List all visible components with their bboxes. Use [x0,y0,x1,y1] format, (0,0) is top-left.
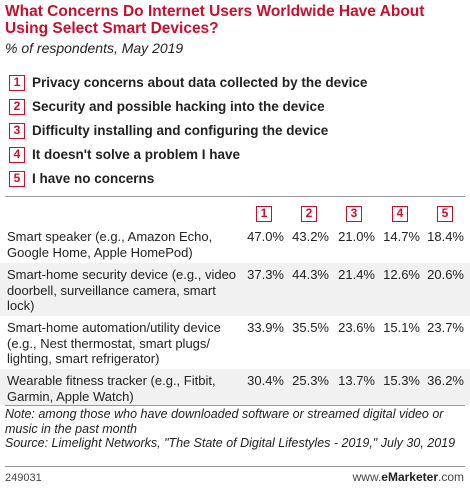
row-label: Smart speaker (e.g., Amazon Echo, Google… [7,229,213,260]
legend-label: Privacy concerns about data collected by… [32,75,368,90]
row-label: Smart-home security device (e.g., video … [7,267,237,313]
column-header-1: 1 [244,204,284,222]
data-cell: 25.3% [292,373,329,388]
data-cell: 33.9% [247,320,284,335]
legend-number-box: 1 [9,75,25,91]
column-header-3: 3 [334,204,374,222]
brand-prefix: www. [352,470,382,484]
legend-number-box: 5 [9,171,25,187]
chart-title: What Concerns Do Internet Users Worldwid… [5,3,425,37]
legend-number-box: 2 [9,99,25,115]
column-number-box: 4 [392,206,408,222]
divider [5,405,465,406]
row-label: Wearable fitness tracker (e.g., Fitbit, … [7,373,216,404]
table-row: Smart-home automation/utility device (e.… [0,316,470,369]
source-text: Source: Limelight Networks, "The State o… [5,436,456,450]
legend-label: I have no concerns [32,171,155,186]
brand-suffix: .com [437,470,464,484]
data-cell: 12.6% [383,267,420,282]
chart-subtitle: % of respondents, May 2019 [5,40,184,56]
data-cell: 30.4% [247,373,284,388]
notes: Note: among those who have downloaded so… [5,407,467,451]
legend-number-box: 4 [9,147,25,163]
data-cell: 21.4% [338,267,375,282]
data-cell: 20.6% [427,267,464,282]
table-row: Wearable fitness tracker (e.g., Fitbit, … [0,369,470,405]
brand-name: eMarketer [381,470,438,484]
data-cell: 15.1% [383,320,420,335]
data-cell: 21.0% [338,229,375,244]
data-cell: 35.5% [292,320,329,335]
data-cell: 18.4% [427,229,464,244]
column-number-box: 3 [346,206,362,222]
table-row: Smart-home security device (e.g., video … [0,263,470,316]
data-cell: 23.6% [338,320,375,335]
divider [5,196,465,197]
column-header-2: 2 [289,204,329,222]
data-cell: 47.0% [247,229,284,244]
note-text: Note: among those who have downloaded so… [5,407,444,436]
data-cell: 15.3% [383,373,420,388]
legend-label: It doesn't solve a problem I have [32,147,241,162]
row-label: Smart-home automation/utility device (e.… [7,320,221,366]
data-cell: 13.7% [338,373,375,388]
divider [5,466,465,467]
legend-label: Security and possible hacking into the d… [32,99,325,114]
chart-id: 249031 [5,472,42,484]
column-header-5: 5 [425,204,465,222]
legend-number-box: 3 [9,123,25,139]
legend-label: Difficulty installing and configuring th… [32,123,329,138]
data-cell: 43.2% [292,229,329,244]
brand-logo: www.eMarketer.com [353,470,464,484]
column-number-box: 1 [256,206,272,222]
table-row: Smart speaker (e.g., Amazon Echo, Google… [0,225,470,263]
column-number-box: 2 [301,206,317,222]
data-cell: 36.2% [427,373,464,388]
data-cell: 23.7% [427,320,464,335]
data-cell: 14.7% [383,229,420,244]
column-header-4: 4 [380,204,420,222]
data-cell: 37.3% [247,267,284,282]
data-cell: 44.3% [292,267,329,282]
column-number-box: 5 [437,206,453,222]
